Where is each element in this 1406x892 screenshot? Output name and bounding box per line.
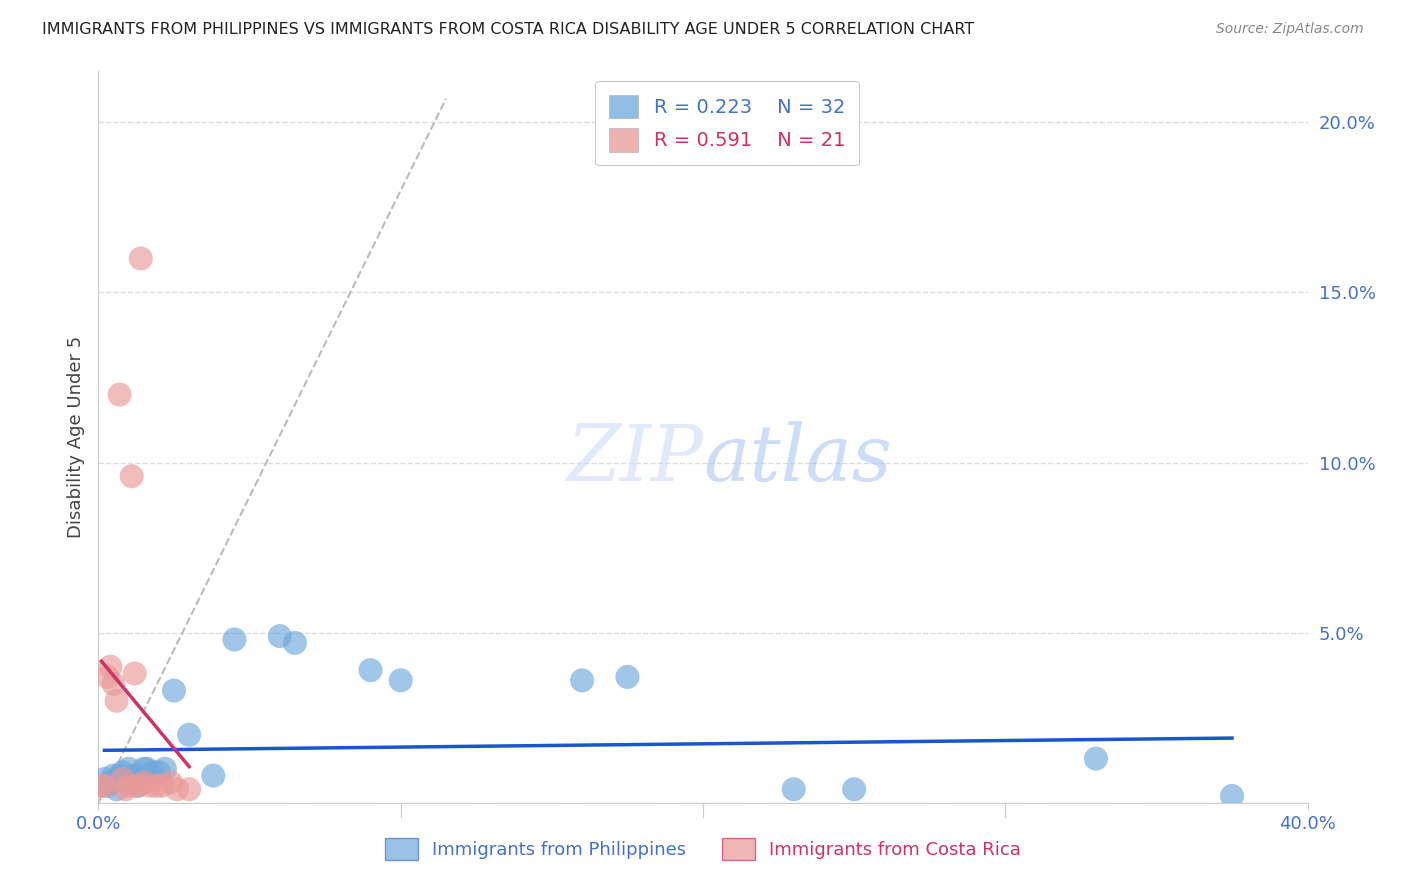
Point — [105, 694, 128, 708]
Point — [121, 469, 143, 483]
Point — [103, 677, 125, 691]
Point — [150, 779, 173, 793]
Point — [202, 768, 225, 782]
Point — [132, 762, 155, 776]
Point — [121, 775, 143, 789]
Point — [96, 779, 118, 793]
Point — [129, 252, 152, 266]
Point — [1220, 789, 1243, 803]
Point — [148, 765, 170, 780]
Point — [114, 772, 136, 786]
Point — [179, 782, 201, 797]
Point — [105, 782, 128, 797]
Point — [118, 762, 141, 776]
Point — [360, 663, 382, 677]
Point — [844, 782, 866, 797]
Point — [132, 775, 155, 789]
Point — [96, 670, 118, 684]
Point — [118, 779, 141, 793]
Point — [124, 768, 146, 782]
Point — [160, 775, 183, 789]
Point — [129, 772, 152, 786]
Point — [114, 782, 136, 797]
Point — [269, 629, 291, 643]
Point — [127, 779, 149, 793]
Point — [163, 683, 186, 698]
Point — [166, 782, 188, 797]
Text: atlas: atlas — [703, 421, 891, 497]
Point — [139, 779, 162, 793]
Point — [153, 762, 176, 776]
Point — [284, 636, 307, 650]
Point — [1085, 751, 1108, 765]
Point — [93, 779, 115, 793]
Point — [135, 762, 157, 776]
Point — [783, 782, 806, 797]
Text: IMMIGRANTS FROM PHILIPPINES VS IMMIGRANTS FROM COSTA RICA DISABILITY AGE UNDER 5: IMMIGRANTS FROM PHILIPPINES VS IMMIGRANT… — [42, 22, 974, 37]
Point — [100, 775, 122, 789]
Point — [108, 387, 131, 401]
Legend: Immigrants from Philippines, Immigrants from Costa Rica: Immigrants from Philippines, Immigrants … — [378, 830, 1028, 867]
Point — [100, 659, 122, 673]
Point — [145, 779, 167, 793]
Point — [93, 772, 115, 786]
Point — [103, 768, 125, 782]
Text: ZIP: ZIP — [565, 421, 703, 497]
Point — [179, 728, 201, 742]
Point — [90, 779, 112, 793]
Point — [571, 673, 593, 688]
Point — [142, 765, 165, 780]
Point — [127, 779, 149, 793]
Text: Source: ZipAtlas.com: Source: ZipAtlas.com — [1216, 22, 1364, 37]
Point — [108, 768, 131, 782]
Point — [224, 632, 246, 647]
Point — [111, 765, 134, 780]
Point — [616, 670, 638, 684]
Y-axis label: Disability Age Under 5: Disability Age Under 5 — [66, 336, 84, 538]
Point — [124, 666, 146, 681]
Point — [389, 673, 412, 688]
Point — [111, 772, 134, 786]
